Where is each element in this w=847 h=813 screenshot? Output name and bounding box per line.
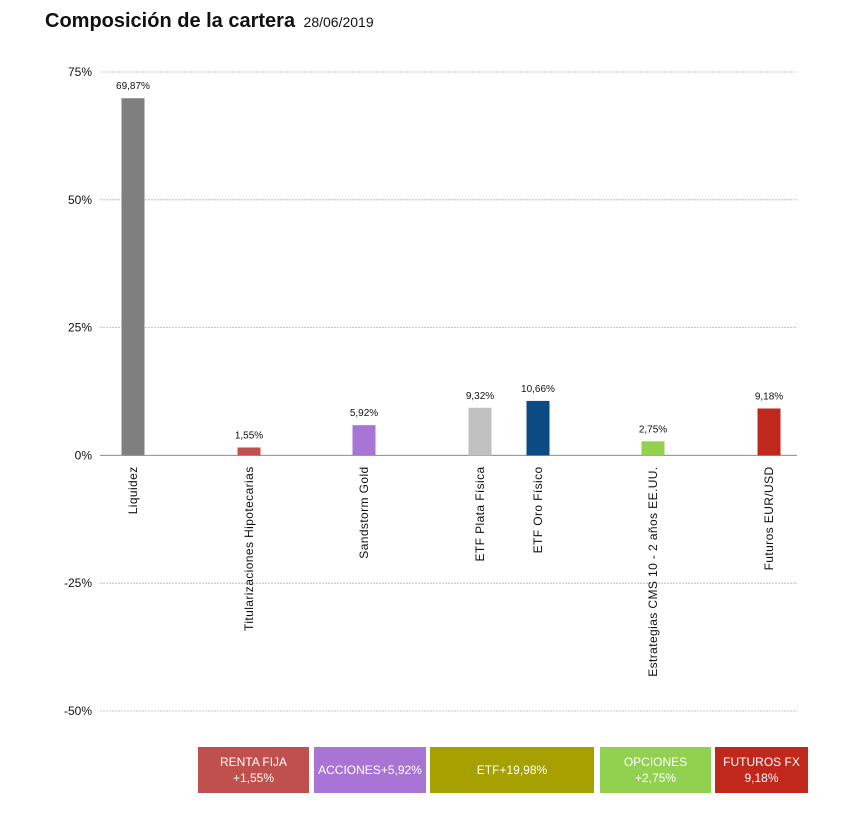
group-box-acciones: ACCIONES +5,92%: [314, 747, 426, 793]
group-total-etf: +19,98%: [499, 763, 548, 777]
value-label: 1,55%: [235, 430, 263, 441]
bar: [237, 447, 261, 456]
category-label: Sandstorm Gold: [357, 466, 371, 558]
category-label: Titularizaciones Hipotecarias: [242, 466, 256, 631]
y-tick-label: 75%: [68, 65, 92, 79]
y-tick-label: 0%: [75, 448, 93, 462]
group-total-renta-fija: +1,55%: [232, 771, 275, 785]
category-label: ETF Oro Físico: [531, 466, 545, 553]
value-label: 69,87%: [116, 81, 150, 92]
y-tick-label: -25%: [64, 576, 92, 590]
group-total-opciones: +2,75%: [634, 771, 677, 785]
category-label: Estrategias CMS 10 - 2 años EE.UU.: [646, 466, 660, 676]
group-total-futuros-fx: 9,18%: [744, 771, 779, 785]
category-label: Liquidez: [126, 466, 140, 514]
value-label: 9,18%: [755, 391, 783, 402]
y-tick-label: -50%: [64, 704, 92, 718]
category-label: Futuros EUR/USD: [762, 466, 776, 570]
chart-title: Composición de la cartera 28/06/2019: [45, 10, 374, 33]
title-date: 28/06/2019: [303, 14, 374, 30]
bar: [352, 425, 376, 456]
group-name-futuros-fx: FUTUROS FX: [723, 755, 800, 769]
y-tick-label: 50%: [68, 193, 92, 207]
group-box-futuros-fx: FUTUROS FX 9,18%: [715, 747, 808, 793]
group-box-opciones: OPCIONES +2,75%: [600, 747, 711, 793]
bar: [757, 408, 781, 456]
group-total-acciones: +5,92%: [380, 763, 422, 777]
group-box-etf: ETF +19,98%: [430, 747, 594, 793]
value-label: 10,66%: [521, 384, 555, 395]
group-name-etf: ETF: [476, 763, 500, 777]
value-label: 9,32%: [466, 391, 494, 402]
bar: [121, 98, 145, 456]
title-main: Composición de la cartera: [45, 10, 296, 32]
bar-chart: 75% 50% 25% 0% -25% -50% 69,87% Liquidez 1,55% Ti…: [64, 65, 797, 718]
group-name-opciones: OPCIONES: [623, 755, 688, 769]
group-name-acciones: ACCIONES: [318, 763, 381, 777]
group-name-renta-fija: RENTA FIJA: [219, 755, 288, 769]
value-label: 5,92%: [350, 408, 378, 419]
category-label: ETF Plata Física: [473, 466, 487, 561]
bar: [468, 407, 492, 456]
y-tick-label: 25%: [68, 321, 92, 335]
group-box-renta-fija: RENTA FIJA +1,55%: [198, 747, 309, 793]
bar: [526, 400, 550, 456]
value-label: 2,75%: [639, 424, 667, 435]
bar: [641, 441, 665, 456]
